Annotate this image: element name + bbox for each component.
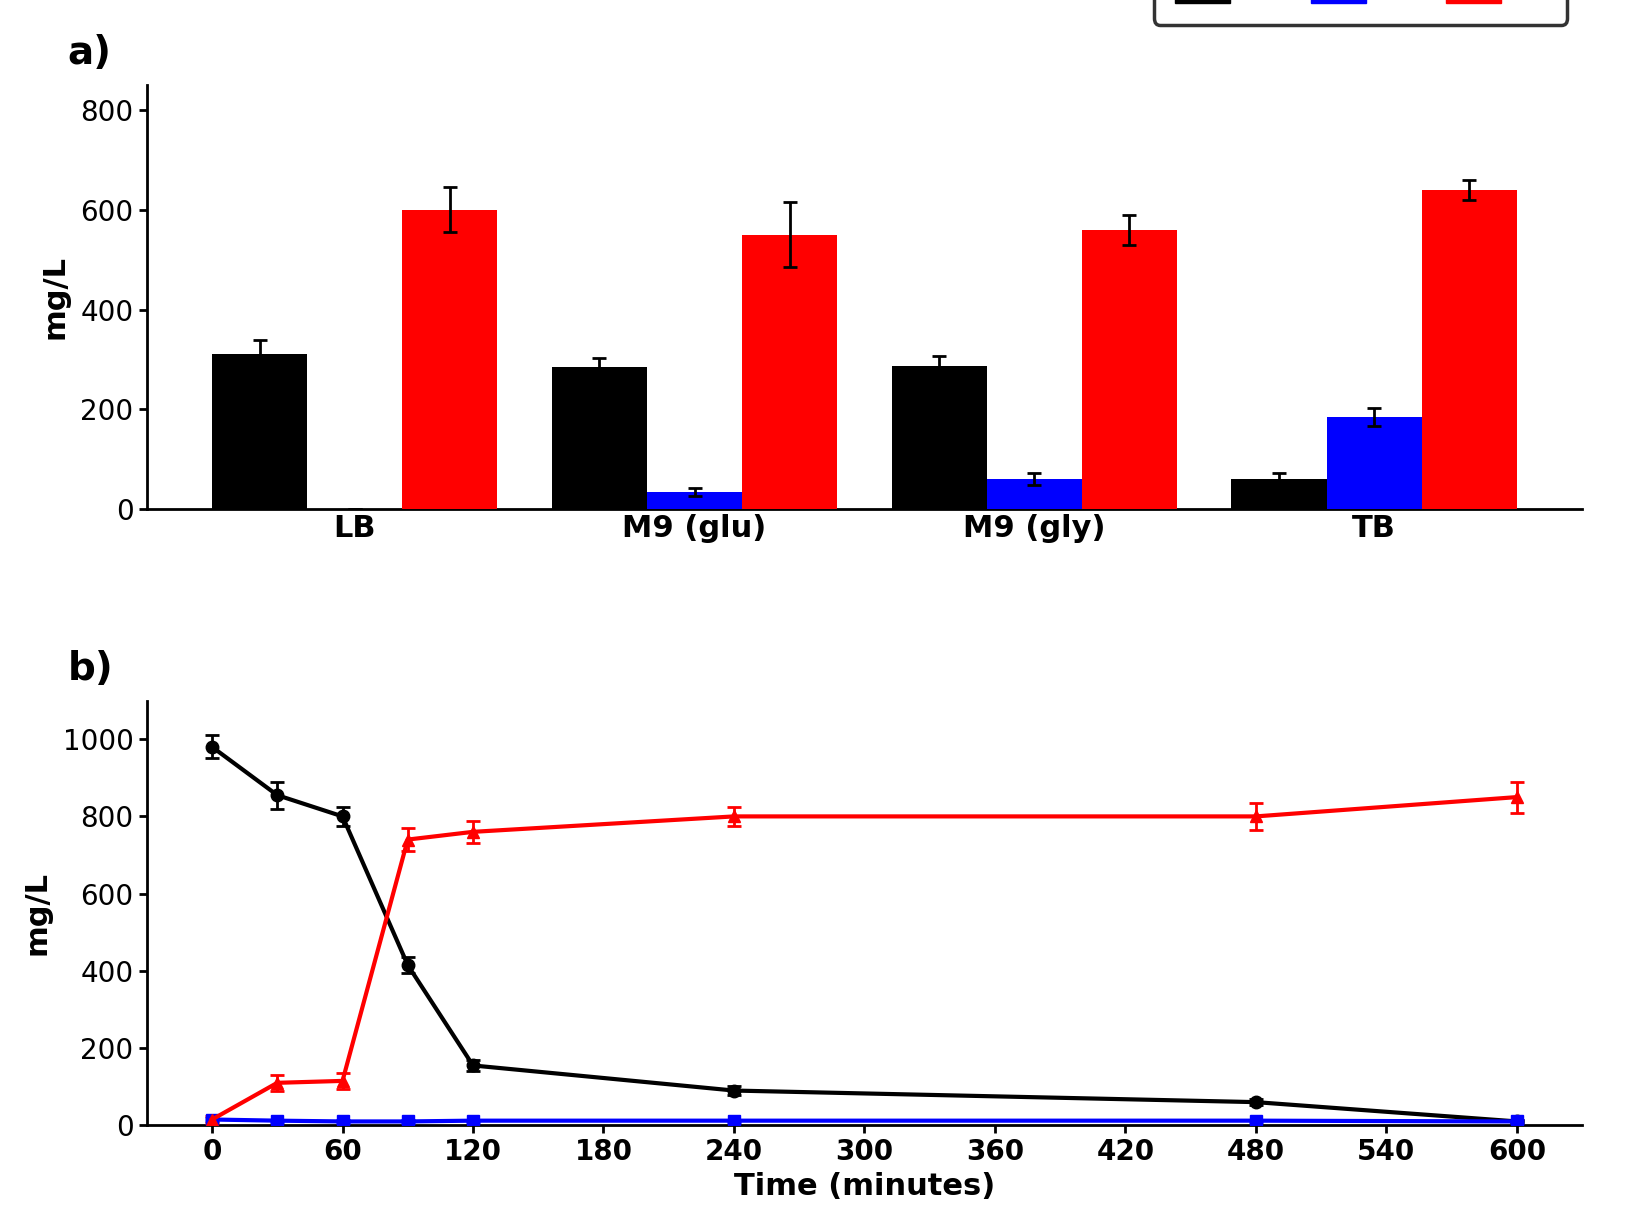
Bar xyxy=(212,353,306,509)
Bar xyxy=(1231,479,1325,509)
Bar xyxy=(742,235,836,509)
Bar xyxy=(647,492,742,509)
X-axis label: Time (minutes): Time (minutes) xyxy=(734,1172,994,1202)
Bar xyxy=(986,479,1081,509)
Bar xyxy=(1325,417,1421,509)
Text: b): b) xyxy=(68,650,114,687)
Y-axis label: mg/L: mg/L xyxy=(23,871,52,955)
Bar xyxy=(1421,190,1516,509)
Bar xyxy=(1081,230,1177,509)
Legend: 1, 2, 3: 1, 2, 3 xyxy=(1154,0,1566,24)
Bar xyxy=(551,367,647,509)
Text: a): a) xyxy=(68,34,112,71)
Y-axis label: mg/L: mg/L xyxy=(41,255,70,339)
Bar xyxy=(892,365,986,509)
Bar xyxy=(403,209,497,509)
